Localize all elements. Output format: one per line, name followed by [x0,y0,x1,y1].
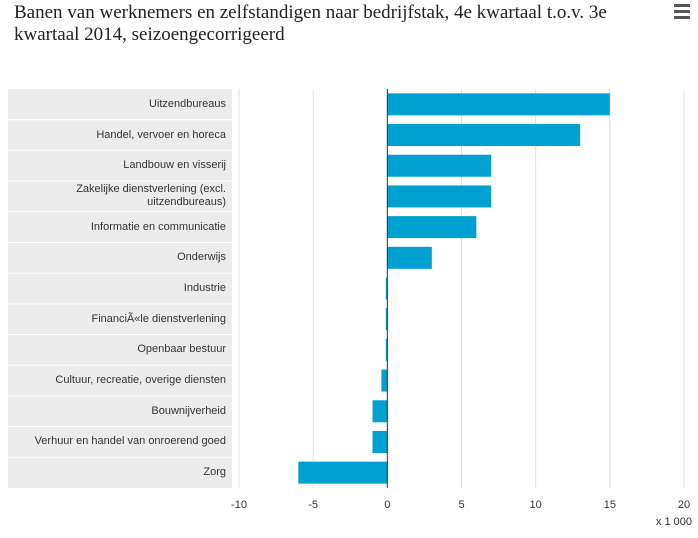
y-tick-label: Bouwnijverheid [151,404,226,417]
y-tick-label: Zakelijke dienstverlening (excl. uitzend… [76,183,226,209]
bar [385,338,388,361]
y-tick-label: FinanciÃ«le dienstverlening [91,312,226,325]
bar [385,308,388,331]
bar [381,369,388,392]
y-tick-label: Informatie en communicatie [90,220,226,233]
x-tick-label: 10 [530,499,542,511]
y-tick-label: Onderwijs [177,251,226,264]
bar [387,93,610,116]
y-tick-label: Uitzendbureaus [148,97,226,110]
bar [387,185,492,208]
y-tick-label: Verhuur en handel van onroerend goed [34,435,226,448]
bar [385,277,388,300]
x-tick-label: 0 [384,499,390,511]
y-tick-label: Cultuur, recreatie, overige diensten [55,374,226,387]
bar [372,430,388,453]
y-tick-label: Landbouw en visserij [123,159,226,172]
bar [387,246,432,269]
category-background [8,89,232,488]
x-tick-label: -5 [308,499,318,511]
bar [387,216,477,239]
menu-button[interactable] [674,4,690,22]
bar [372,400,388,423]
y-tick-label: Handel, vervoer en horeca [96,128,226,141]
bar [298,461,388,484]
y-tick-label: Industrie [183,281,226,294]
x-tick-label: 15 [604,499,616,511]
bar [387,154,492,177]
y-tick-label: Openbaar bestuur [137,343,226,356]
x-tick-label: 20 [678,499,690,511]
unit-label: x 1 000 [656,516,692,528]
bar [387,124,581,147]
y-tick-label: Zorg [203,466,226,479]
chart-title: Banen van werknemers en zelfstandigen na… [14,2,607,45]
x-tick-label: 5 [458,499,464,511]
x-tick-label: -10 [231,499,247,511]
